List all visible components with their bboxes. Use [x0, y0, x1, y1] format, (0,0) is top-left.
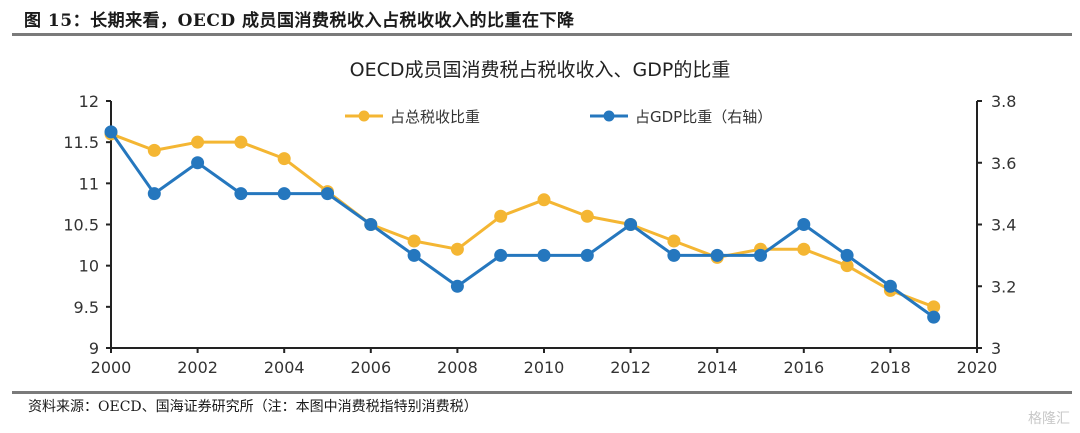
data-point	[191, 156, 205, 170]
series-line	[110, 132, 935, 309]
axes: 9 9.5 10 10.5 11 11.5 12 3 3.2 3.4 3.6 3.8 2000 2002 2…	[63, 92, 1016, 377]
top-divider	[12, 33, 1072, 36]
legend-swatch-marker	[603, 110, 615, 122]
left-tick-label: 9.5	[74, 298, 99, 317]
chart-title: OECD成员国消费税占税收收入、GDP的比重	[350, 59, 731, 81]
data-point	[927, 300, 941, 314]
legend-label: 占GDP比重（右轴）	[635, 108, 772, 126]
data-point	[883, 279, 897, 293]
data-point	[494, 248, 508, 262]
data-point	[277, 152, 291, 166]
left-tick-label: 11.5	[63, 133, 99, 152]
left-tick-label: 9	[89, 339, 99, 358]
data-point	[277, 187, 291, 201]
data-point	[450, 279, 464, 293]
source-note: 资料来源：OECD、国海证券研究所（注：本图中消费税指特别消费税）	[28, 399, 478, 415]
x-tick-label: 2016	[783, 358, 824, 377]
watermark: 格隆汇	[1028, 411, 1070, 427]
data-point	[624, 218, 638, 231]
bottom-divider	[12, 391, 1072, 394]
data-point	[191, 135, 205, 149]
x-tick-label: 2018	[870, 358, 911, 377]
data-point	[797, 218, 811, 231]
series-layer	[104, 125, 941, 324]
legend-label: 占总税收比重	[390, 108, 480, 126]
data-point	[580, 209, 594, 223]
data-point	[104, 125, 118, 139]
series-line	[109, 131, 935, 319]
x-tick-label: 2006	[350, 358, 391, 377]
legend: 占总税收比重 占GDP比重（右轴）	[345, 108, 772, 126]
x-tick-label: 2004	[264, 358, 305, 377]
data-point	[797, 242, 811, 256]
x-tick-label: 2008	[437, 358, 478, 377]
data-point	[450, 242, 464, 256]
data-point	[147, 187, 161, 201]
right-tick-label: 3	[991, 339, 1001, 358]
series-tax-revenue-share	[104, 127, 941, 314]
right-tick-label: 3.4	[991, 216, 1016, 235]
data-point	[667, 234, 681, 248]
data-point	[840, 248, 854, 262]
right-tick-label: 3.8	[991, 92, 1016, 111]
data-point	[234, 135, 248, 149]
data-point	[234, 187, 248, 201]
data-point	[927, 310, 941, 324]
right-tick-label: 3.2	[991, 277, 1016, 296]
x-tick-label: 2020	[957, 358, 998, 377]
legend-item: 占总税收比重	[345, 108, 480, 126]
data-point	[147, 143, 161, 157]
left-tick-label: 12	[79, 92, 99, 111]
legend-swatch-marker	[358, 110, 370, 122]
x-tick-label: 2000	[91, 358, 132, 377]
right-tick-label: 3.6	[991, 154, 1016, 173]
x-tick-label: 2010	[524, 358, 565, 377]
data-point	[754, 248, 767, 262]
data-point	[321, 187, 334, 201]
data-point	[407, 234, 421, 248]
left-tick-label: 10.5	[63, 216, 99, 235]
left-tick-label: 10	[79, 257, 99, 276]
data-point	[364, 218, 378, 231]
data-point	[580, 248, 594, 262]
x-tick-label: 2002	[177, 358, 218, 377]
data-point	[537, 248, 551, 262]
legend-item: 占GDP比重（右轴）	[590, 108, 772, 126]
x-tick-label: 2014	[697, 358, 738, 377]
series-gdp-share	[104, 125, 941, 324]
data-point	[407, 248, 421, 262]
data-point	[840, 259, 854, 273]
data-point	[537, 193, 551, 207]
left-tick-label: 11	[79, 174, 99, 193]
data-point	[667, 248, 681, 262]
figure-title: 图 15：长期来看，OECD 成员国消费税收入占税收收入的比重在下降	[24, 11, 575, 31]
data-point	[494, 209, 508, 223]
data-point	[710, 248, 724, 262]
x-tick-label: 2012	[610, 358, 651, 377]
